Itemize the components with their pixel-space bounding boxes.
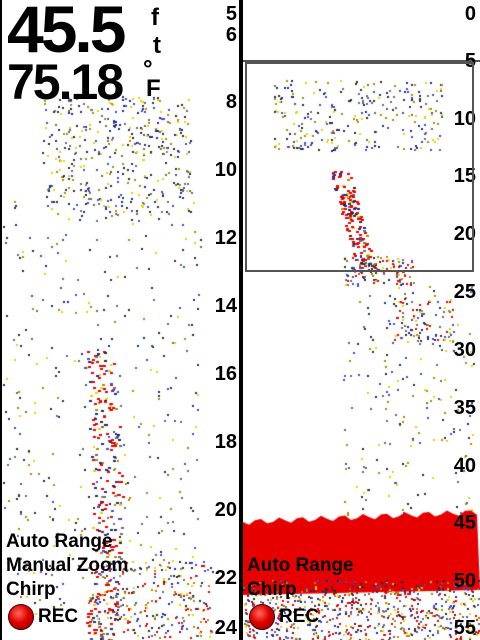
depth-tick: 30 [453, 339, 476, 361]
record-indicator[interactable]: REC [8, 604, 78, 630]
sonar-returns-full [243, 0, 480, 640]
depth-tick: 6 [225, 24, 237, 46]
water-temp-readout: 75.18 [7, 54, 124, 110]
record-label: REC [279, 606, 320, 627]
surface-band [243, 0, 480, 62]
depth-tick: 55 [453, 617, 476, 639]
depth-tick: 10 [214, 159, 237, 181]
depth-tick: 12 [214, 227, 237, 249]
temp-unit-f: F [146, 75, 161, 102]
zoom-window-frame[interactable] [245, 62, 474, 272]
depth-tick: 20 [214, 499, 237, 521]
record-icon [8, 604, 34, 630]
depth-tick: 8 [225, 91, 237, 113]
depth-tick: 45 [453, 512, 476, 534]
depth-tick: 25 [453, 281, 476, 303]
depth-unit-t: t [153, 32, 161, 59]
depth-tick: 15 [453, 165, 476, 187]
depth-tick: 5 [464, 50, 476, 72]
manual-zoom-status: Manual Zoom [6, 555, 129, 576]
depth-tick: 10 [453, 108, 476, 130]
sonar-returns-zoom [2, 0, 239, 640]
depth-tick: 20 [453, 223, 476, 245]
depth-tick: 24 [214, 617, 237, 639]
record-label: REC [38, 606, 79, 627]
record-indicator[interactable]: REC [249, 604, 319, 630]
depth-tick: 0 [464, 3, 476, 25]
depth-tick: 22 [214, 567, 237, 589]
depth-tick: 50 [453, 570, 476, 592]
depth-tick: 35 [453, 397, 476, 419]
depth-unit-f: f [151, 4, 159, 31]
chirp-status: Chirp [247, 579, 297, 600]
record-icon [249, 604, 275, 630]
depth-tick: 18 [214, 431, 237, 453]
depth-tick: 5 [225, 3, 237, 25]
depth-tick: 14 [214, 295, 237, 317]
sonar-full-view[interactable]: 0 5 10 15 20 25 30 35 40 45 50 55 Auto R… [243, 0, 480, 640]
chirp-status: Chirp [6, 579, 56, 600]
depth-tick: 16 [214, 363, 237, 385]
temp-unit-degree: ° [143, 56, 153, 83]
auto-range-status: Auto Range [6, 531, 113, 552]
depth-tick: 40 [453, 455, 476, 477]
depth-readout: 45.5 [7, 0, 126, 66]
auto-range-status: Auto Range [247, 555, 354, 576]
sonar-zoom-view[interactable]: 45.5 f t 75.18 ° F 5 6 8 10 12 14 16 18 … [2, 0, 239, 640]
